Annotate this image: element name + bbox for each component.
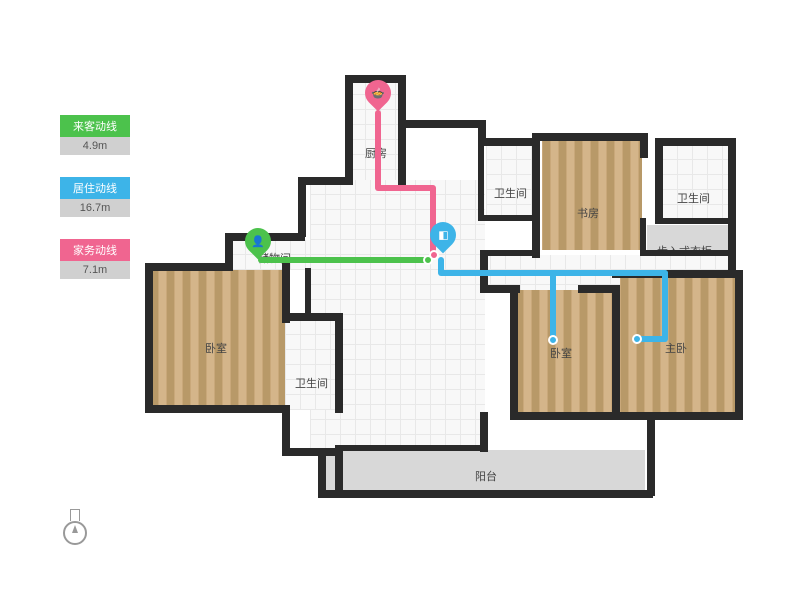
room-label-bath1: 卫生间 (494, 185, 527, 201)
wall (640, 133, 648, 158)
legend-chores-value: 7.1m (60, 261, 130, 279)
living-end-dot (548, 335, 558, 345)
wall (145, 263, 230, 271)
wall (655, 138, 735, 146)
wall (345, 75, 353, 185)
room-label-study: 书房 (577, 205, 599, 221)
chores-start-marker: 🍲 (365, 80, 391, 112)
door-icon: ◧ (438, 229, 448, 242)
wall (282, 448, 342, 456)
wall (335, 445, 485, 451)
room-study: 书房 (542, 140, 642, 250)
room-label-bath3: 卫生间 (295, 375, 328, 391)
living-end-dot (632, 334, 642, 344)
legend-living-value: 16.7m (60, 199, 130, 217)
wall (478, 138, 484, 218)
room-master: 主卧 (620, 275, 740, 415)
compass (60, 509, 90, 545)
wall (478, 138, 538, 146)
chores-path-segment (375, 185, 435, 191)
guest-start-marker: 👤 (245, 228, 271, 260)
room-balcony: 阳台 (325, 450, 645, 495)
chores-path-segment (375, 110, 381, 190)
wall (282, 313, 342, 321)
wall (640, 218, 646, 254)
wall (318, 448, 326, 496)
room-bedroom2: 卧室 (515, 290, 615, 415)
wall (640, 250, 735, 256)
wall (318, 490, 653, 498)
wall (145, 405, 290, 413)
room-bath1: 卫生间 (486, 145, 536, 215)
room-label-bath2: 卫生间 (677, 190, 710, 206)
compass-circle (63, 521, 87, 545)
wall (728, 218, 736, 278)
pot-icon: 🍲 (371, 87, 385, 100)
floor-plan: 厨房储物间卫生间书房卫生间步入式衣柜客餐厅卧室卫生间卧室主卧阳台 🍲👤◧ (150, 60, 770, 530)
wall (510, 285, 518, 420)
living-start-marker: ◧ (430, 222, 456, 254)
legend-guest-value: 4.9m (60, 137, 130, 155)
legend-chores: 家务动线 7.1m (60, 239, 130, 279)
guest-end-dot (423, 255, 433, 265)
wall (305, 268, 311, 316)
room-label-bedroom1: 卧室 (205, 340, 227, 356)
compass-needle-icon (72, 525, 78, 533)
wall (532, 133, 540, 258)
wall (398, 75, 406, 185)
compass-north-box (70, 509, 80, 521)
room-bedroom1: 卧室 (150, 270, 285, 405)
living-path-segment (550, 270, 556, 342)
room-bath2: 卫生间 (662, 145, 730, 220)
wall (145, 263, 153, 413)
person-icon: 👤 (251, 235, 265, 248)
wall (532, 133, 647, 141)
wall (578, 285, 618, 293)
wall (478, 215, 538, 221)
wall (655, 138, 663, 223)
wall (728, 138, 736, 228)
legend-living-label: 居住动线 (60, 177, 130, 199)
legend-chores-label: 家务动线 (60, 239, 130, 261)
wall (612, 412, 742, 420)
wall (335, 313, 343, 413)
wall (298, 177, 306, 237)
wall (480, 250, 540, 256)
wall (398, 120, 484, 128)
room-bath3: 卫生间 (285, 320, 340, 410)
legend-guest-label: 来客动线 (60, 115, 130, 137)
guest-path-segment (258, 257, 430, 263)
room-label-master: 主卧 (665, 340, 687, 356)
room-label-bedroom2: 卧室 (550, 345, 572, 361)
living-path-segment (662, 270, 668, 342)
room-label-balcony: 阳台 (475, 468, 497, 484)
wall (612, 285, 620, 420)
legend-guest: 来客动线 4.9m (60, 115, 130, 155)
wall (735, 270, 743, 420)
legend: 来客动线 4.9m 居住动线 16.7m 家务动线 7.1m (60, 115, 130, 301)
legend-living: 居住动线 16.7m (60, 177, 130, 217)
wall (655, 218, 735, 224)
wall (298, 177, 353, 185)
wall (647, 412, 655, 496)
wall (510, 412, 620, 420)
